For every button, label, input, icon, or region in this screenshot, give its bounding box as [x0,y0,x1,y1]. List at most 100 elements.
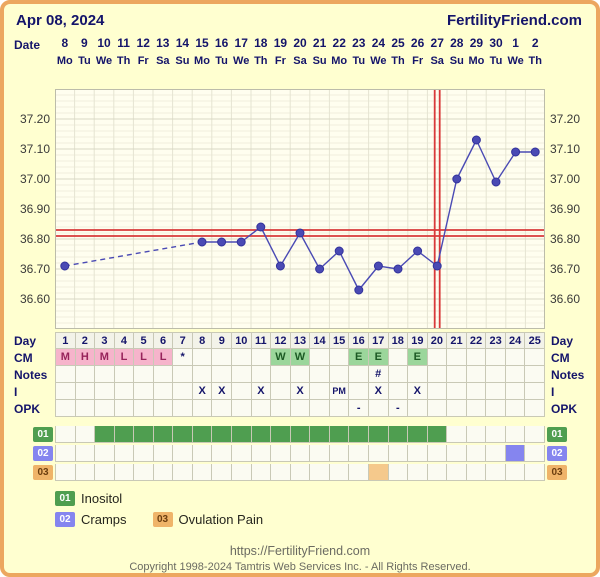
day-cell-day-16[interactable]: 16 [349,332,369,349]
custom-02-cell-day-3 [95,445,115,462]
day-cell-day-8[interactable]: 8 [192,332,213,349]
date-cell-7: 14 [175,36,190,50]
opk-cell-day-21 [447,400,467,417]
day-cell-day-2[interactable]: 2 [75,332,96,349]
i-cells: X X X X PM X X [55,383,545,400]
custom-03-cell-day-11 [251,464,272,481]
legend-label-03: Ovulation Pain [178,512,264,527]
y-axis-left: 37.20 37.10 37.00 36.90 36.80 36.70 36.60 [4,89,55,329]
custom-01-cell-day-5 [134,426,154,443]
day-cell-day-17[interactable]: 17 [368,332,389,349]
custom-03-cell-day-15 [329,464,350,481]
notes-cell-day-1 [56,366,76,383]
notes-cell-day-16 [349,366,369,383]
legend-label-01: Inositol [81,491,123,506]
day-cell-day-18[interactable]: 18 [388,332,409,349]
day-cell-day-21[interactable]: 21 [447,332,467,349]
cm-cell-day-6: L [153,349,174,366]
day-cell-day-14[interactable]: 14 [310,332,330,349]
y-axis-tick-label: 36.90 [550,202,581,216]
day-cell-day-7[interactable]: 7 [173,332,193,349]
legend: 01 Inositol 02 Cramps 03 Ovulation Pain [55,490,596,528]
opk-cell-day-22 [466,400,487,417]
custom-01-cell-day-9 [212,426,233,443]
custom-01-cell-day-25 [525,426,545,443]
day-cell-day-11[interactable]: 11 [251,332,272,349]
day-cell-day-22[interactable]: 22 [466,332,487,349]
custom-row-01: 01 01 [4,426,596,443]
day-cell-day-5[interactable]: 5 [134,332,154,349]
opk-cell-day-6 [153,400,174,417]
cm-cell-day-12: W [271,349,291,366]
day-cell-day-24[interactable]: 24 [505,332,526,349]
weekday-cell-12: Fr [274,55,286,67]
opk-cell-day-15 [329,400,350,417]
custom-03-cell-day-23 [486,464,506,481]
footer: https://FertilityFriend.com Copyright 19… [4,544,596,573]
i-cell-day-8: X [192,383,213,400]
day-cell-day-23[interactable]: 23 [486,332,506,349]
y-axis-tick-label: 37.10 [19,142,50,156]
custom-row-02: 02 02 [4,445,596,462]
i-gutter-left: I [4,383,55,400]
custom-03-cell-day-20 [427,464,448,481]
custom-01-cell-day-6 [153,426,174,443]
notes-cells: # [55,366,545,383]
day-row-label-left: Day [14,334,37,348]
day-cell-day-4[interactable]: 4 [114,332,135,349]
y-axis-tick-label: 37.00 [550,172,581,186]
day-cell-day-19[interactable]: 19 [408,332,428,349]
weekday-cell-16: Tu [352,55,366,67]
brand-link[interactable]: FertilityFriend.com [446,12,582,29]
weekday-cell-22: Mo [468,55,485,67]
notes-cell-day-14 [310,366,330,383]
legend-line-1: 01 Inositol [55,490,596,507]
day-cell-day-9[interactable]: 9 [212,332,233,349]
day-cell-day-1[interactable]: 1 [56,332,76,349]
custom-03-cell-day-21 [447,464,467,481]
custom-02-cell-day-19 [408,445,428,462]
cm-cell-day-4: L [114,349,135,366]
opk-cell-day-20 [427,400,448,417]
custom-02-cell-day-7 [173,445,193,462]
notes-cell-day-2 [75,366,96,383]
weekday-cell-25: Th [528,55,542,67]
day-cell-day-3[interactable]: 3 [95,332,115,349]
cm-cell-day-10 [232,349,252,366]
custom-02-cell-day-1 [56,445,76,462]
custom-01-cell-day-11 [251,426,272,443]
y-axis-tick-label: 37.20 [550,112,581,126]
date-cell-13: 20 [293,36,307,50]
notes-cell-day-24 [505,366,526,383]
i-cell-day-17: X [368,383,389,400]
notes-gutter-left: Notes [4,366,55,383]
cm-cell-day-1: M [56,349,76,366]
cm-cells: M H M L L L * W W E E E [55,349,545,366]
y-axis-tick-label: 36.70 [19,262,50,276]
opk-cell-day-14 [310,400,330,417]
date-cell-21: 28 [450,36,464,50]
day-cell-day-20[interactable]: 20 [427,332,448,349]
day-cell-day-25[interactable]: 25 [525,332,545,349]
day-cell-day-15[interactable]: 15 [329,332,350,349]
weekday-cell-3: We [95,55,113,67]
i-cell-day-24 [505,383,526,400]
custom-02-cell-day-15 [329,445,350,462]
custom-row-02-gutter-left: 02 [4,445,55,462]
weekday-cell-20: Sa [430,55,444,67]
footer-url-link[interactable]: https://FertilityFriend.com [229,544,371,558]
day-cell-day-10[interactable]: 10 [232,332,252,349]
weekday-cell-24: We [507,55,524,67]
cm-cell-day-17: E [368,349,389,366]
legend-badge-03: 03 [152,512,173,527]
day-cell-day-12[interactable]: 12 [271,332,291,349]
custom-03-cell-day-22 [466,464,487,481]
day-cell-day-6[interactable]: 6 [153,332,174,349]
custom-02-cell-day-2 [75,445,96,462]
bbt-chart[interactable] [55,89,545,329]
day-gutter-right: Day [545,332,596,349]
day-cell-day-13[interactable]: 13 [290,332,311,349]
cm-cell-day-2: H [75,349,96,366]
day-row: Day 1 2 3 4 5 6 7 8 9 10 11 12 13 14 15 16 17 18 19 20 21 22 23… [4,332,596,349]
cm-cell-day-15 [329,349,350,366]
